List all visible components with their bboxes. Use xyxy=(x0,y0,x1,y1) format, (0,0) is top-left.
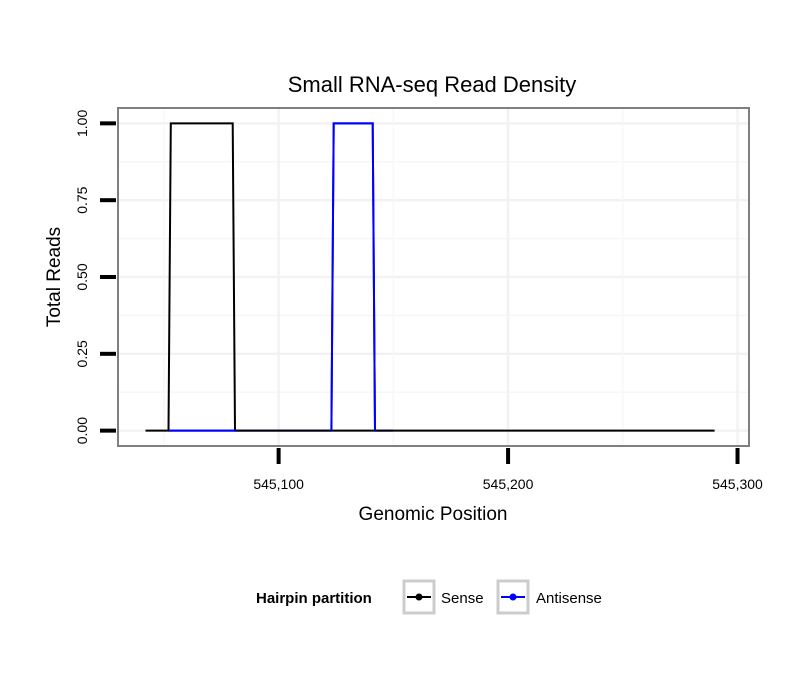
legend-point-antisense xyxy=(509,593,517,601)
y-tick-label: 1.00 xyxy=(74,110,90,137)
y-tick-label: 0.75 xyxy=(74,186,90,213)
x-tick-label: 545,100 xyxy=(253,476,304,492)
legend-point-sense xyxy=(415,593,423,601)
series-line-sense xyxy=(145,122,715,432)
series-peak-antisense xyxy=(330,122,376,431)
legend-item-sense: Sense xyxy=(402,579,484,615)
y-tick-label: 0.25 xyxy=(74,340,90,367)
x-tick-label: 545,300 xyxy=(712,476,763,492)
legend-item-antisense: Antisense xyxy=(496,579,602,615)
legend: Hairpin partition Sense Antisense xyxy=(256,579,602,615)
y-tick-label: 0.50 xyxy=(74,263,90,290)
y-axis: 0.00 0.25 0.50 0.75 1.00 xyxy=(74,110,116,444)
y-axis-label: Total Reads xyxy=(44,227,65,327)
x-axis: 545,100 545,200 545,300 xyxy=(253,448,763,492)
y-tick-label: 0.00 xyxy=(74,417,90,444)
series-layer xyxy=(145,122,715,432)
x-tick-label: 545,200 xyxy=(483,476,534,492)
legend-title: Hairpin partition xyxy=(256,590,372,607)
x-axis-label: Genomic Position xyxy=(359,504,508,525)
chart-title: Small RNA-seq Read Density xyxy=(288,72,577,97)
plot-border xyxy=(117,107,750,447)
legend-label-antisense: Antisense xyxy=(536,590,602,607)
legend-label-sense: Sense xyxy=(441,590,484,607)
